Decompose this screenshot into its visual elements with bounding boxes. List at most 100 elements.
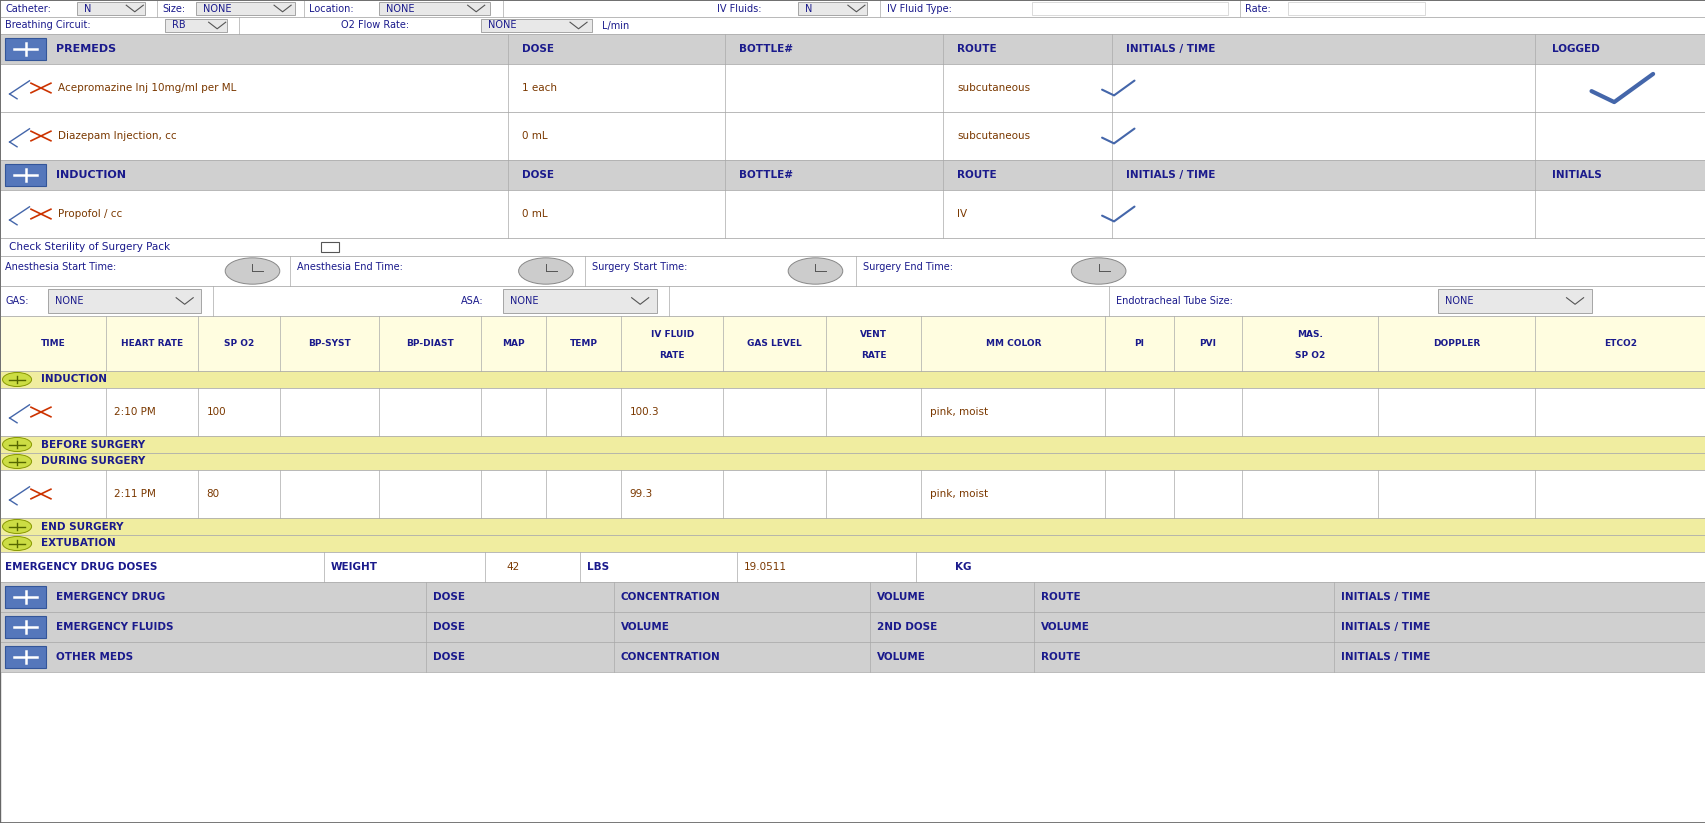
FancyBboxPatch shape bbox=[0, 470, 1705, 518]
FancyBboxPatch shape bbox=[1287, 2, 1424, 15]
Text: BOTTLE#: BOTTLE# bbox=[738, 44, 793, 54]
Text: NONE: NONE bbox=[385, 3, 414, 13]
FancyBboxPatch shape bbox=[0, 518, 1705, 535]
Text: RATE: RATE bbox=[660, 351, 684, 360]
Circle shape bbox=[2, 454, 32, 468]
FancyBboxPatch shape bbox=[48, 290, 201, 313]
FancyBboxPatch shape bbox=[0, 642, 1705, 672]
FancyBboxPatch shape bbox=[0, 34, 1705, 64]
FancyBboxPatch shape bbox=[0, 436, 1705, 453]
Text: 1 each: 1 each bbox=[522, 83, 558, 93]
Text: CONCENTRATION: CONCENTRATION bbox=[621, 652, 720, 662]
FancyBboxPatch shape bbox=[0, 582, 1705, 612]
Text: ROUTE: ROUTE bbox=[957, 170, 996, 180]
FancyBboxPatch shape bbox=[503, 290, 656, 313]
Text: END SURGERY: END SURGERY bbox=[41, 522, 123, 532]
Text: IV Fluids:: IV Fluids: bbox=[716, 3, 760, 13]
Text: CONCENTRATION: CONCENTRATION bbox=[621, 592, 720, 602]
Text: DOSE: DOSE bbox=[433, 622, 465, 632]
FancyBboxPatch shape bbox=[165, 20, 227, 31]
Text: BEFORE SURGERY: BEFORE SURGERY bbox=[41, 439, 145, 449]
Text: INITIALS / TIME: INITIALS / TIME bbox=[1125, 170, 1214, 180]
Text: TIME: TIME bbox=[41, 339, 65, 348]
FancyBboxPatch shape bbox=[0, 388, 1705, 436]
Text: EMERGENCY FLUIDS: EMERGENCY FLUIDS bbox=[56, 622, 174, 632]
Text: 2:11 PM: 2:11 PM bbox=[114, 489, 157, 499]
Text: EMERGENCY DRUG DOSES: EMERGENCY DRUG DOSES bbox=[5, 562, 157, 572]
Text: EXTUBATION: EXTUBATION bbox=[41, 538, 116, 548]
Circle shape bbox=[2, 438, 32, 452]
Text: INITIALS / TIME: INITIALS / TIME bbox=[1340, 622, 1429, 632]
Text: PVI: PVI bbox=[1199, 339, 1216, 348]
FancyBboxPatch shape bbox=[798, 2, 866, 15]
Text: MM COLOR: MM COLOR bbox=[985, 339, 1040, 348]
Text: NONE: NONE bbox=[1444, 296, 1473, 306]
Text: N: N bbox=[84, 3, 90, 13]
Text: LBS: LBS bbox=[587, 562, 609, 572]
Text: pink, moist: pink, moist bbox=[929, 407, 987, 417]
Text: VOLUME: VOLUME bbox=[876, 592, 926, 602]
Text: SP O2: SP O2 bbox=[1294, 351, 1325, 360]
Circle shape bbox=[2, 519, 32, 533]
Circle shape bbox=[2, 537, 32, 551]
Text: DOSE: DOSE bbox=[433, 652, 465, 662]
FancyBboxPatch shape bbox=[0, 112, 1705, 160]
Text: BOTTLE#: BOTTLE# bbox=[738, 170, 793, 180]
Text: TEMP: TEMP bbox=[569, 339, 597, 348]
Text: IV FLUID: IV FLUID bbox=[650, 330, 694, 338]
Text: Propofol / cc: Propofol / cc bbox=[58, 209, 123, 219]
Text: KG: KG bbox=[955, 562, 972, 572]
Text: BP-DIAST: BP-DIAST bbox=[406, 339, 454, 348]
FancyBboxPatch shape bbox=[5, 616, 46, 638]
Text: 0 mL: 0 mL bbox=[522, 131, 547, 141]
Text: subcutaneous: subcutaneous bbox=[957, 83, 1030, 93]
Text: 99.3: 99.3 bbox=[629, 489, 653, 499]
Text: DURING SURGERY: DURING SURGERY bbox=[41, 457, 145, 467]
Text: INDUCTION: INDUCTION bbox=[56, 170, 126, 180]
Text: SP O2: SP O2 bbox=[223, 339, 254, 348]
Text: DOSE: DOSE bbox=[433, 592, 465, 602]
FancyBboxPatch shape bbox=[0, 535, 1705, 552]
Text: 0 mL: 0 mL bbox=[522, 209, 547, 219]
Text: PREMEDS: PREMEDS bbox=[56, 44, 116, 54]
Text: ROUTE: ROUTE bbox=[957, 44, 996, 54]
Text: NONE: NONE bbox=[55, 296, 84, 306]
FancyBboxPatch shape bbox=[1032, 2, 1228, 15]
Text: 42: 42 bbox=[506, 562, 520, 572]
FancyBboxPatch shape bbox=[0, 64, 1705, 112]
FancyBboxPatch shape bbox=[0, 371, 1705, 388]
Circle shape bbox=[1071, 258, 1125, 284]
Text: Breathing Circuit:: Breathing Circuit: bbox=[5, 21, 90, 30]
Text: INDUCTION: INDUCTION bbox=[41, 374, 107, 384]
Text: Location:: Location: bbox=[309, 3, 353, 13]
FancyBboxPatch shape bbox=[1437, 290, 1591, 313]
Text: 80: 80 bbox=[206, 489, 220, 499]
Text: INITIALS / TIME: INITIALS / TIME bbox=[1340, 592, 1429, 602]
Text: Catheter:: Catheter: bbox=[5, 3, 51, 13]
Circle shape bbox=[518, 258, 573, 284]
Text: VOLUME: VOLUME bbox=[876, 652, 926, 662]
Text: 2ND DOSE: 2ND DOSE bbox=[876, 622, 936, 632]
Text: Anesthesia End Time:: Anesthesia End Time: bbox=[297, 263, 402, 272]
Text: ETCO2: ETCO2 bbox=[1603, 339, 1637, 348]
Text: HEART RATE: HEART RATE bbox=[121, 339, 182, 348]
Text: NONE: NONE bbox=[203, 3, 232, 13]
Text: Endotracheal Tube Size:: Endotracheal Tube Size: bbox=[1115, 296, 1233, 306]
Text: Rate:: Rate: bbox=[1245, 3, 1270, 13]
FancyBboxPatch shape bbox=[0, 453, 1705, 470]
Text: GAS LEVEL: GAS LEVEL bbox=[747, 339, 801, 348]
FancyBboxPatch shape bbox=[0, 17, 1705, 34]
Text: 19.0511: 19.0511 bbox=[743, 562, 786, 572]
Text: IV: IV bbox=[957, 209, 967, 219]
FancyBboxPatch shape bbox=[5, 164, 46, 186]
Text: EMERGENCY DRUG: EMERGENCY DRUG bbox=[56, 592, 165, 602]
Text: Anesthesia Start Time:: Anesthesia Start Time: bbox=[5, 263, 116, 272]
FancyBboxPatch shape bbox=[0, 0, 1705, 17]
Text: DOPPLER: DOPPLER bbox=[1432, 339, 1480, 348]
Text: RATE: RATE bbox=[861, 351, 885, 360]
Text: ROUTE: ROUTE bbox=[1040, 592, 1079, 602]
FancyBboxPatch shape bbox=[0, 286, 1705, 316]
Text: Acepromazine Inj 10mg/ml per ML: Acepromazine Inj 10mg/ml per ML bbox=[58, 83, 237, 93]
FancyBboxPatch shape bbox=[0, 316, 1705, 371]
Text: MAP: MAP bbox=[501, 339, 525, 348]
